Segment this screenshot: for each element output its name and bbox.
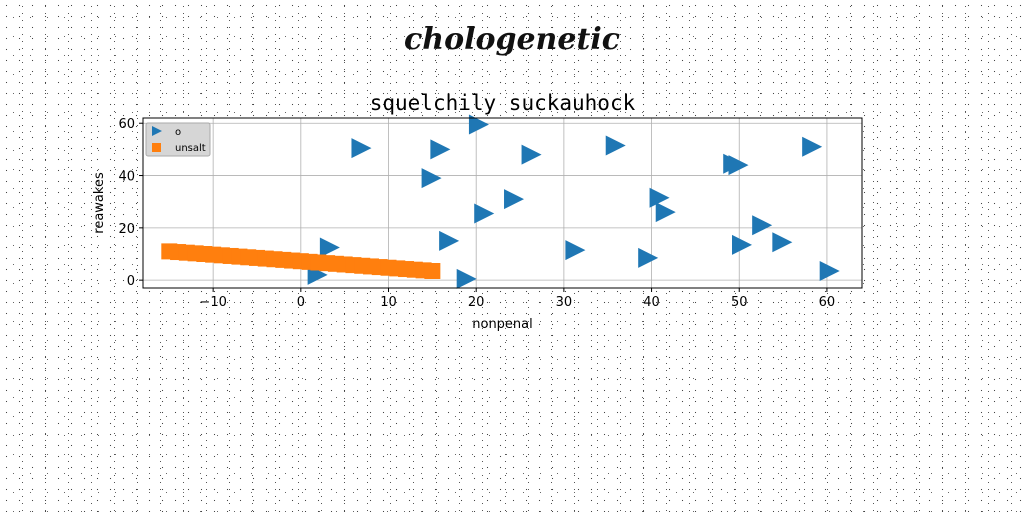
legend-box: [145, 122, 211, 157]
data-point-triangle: [456, 268, 477, 289]
data-point-triangle: [468, 114, 489, 135]
y-tick-label: 20: [118, 222, 135, 237]
data-point-triangle: [649, 187, 670, 208]
legend-marker-triangle: [152, 126, 162, 136]
legend-marker-square: [152, 143, 161, 152]
x-tick-label: 20: [468, 295, 485, 310]
x-tick-label: 50: [731, 295, 748, 310]
x-tick-label: −10: [199, 295, 226, 310]
data-point-triangle: [430, 139, 451, 160]
x-tick-label: 0: [297, 295, 305, 310]
legend: o unsalt: [145, 122, 211, 157]
series-1: [161, 243, 441, 279]
data-point-triangle: [819, 261, 840, 281]
legend-label: o: [175, 127, 181, 138]
data-point-triangle: [638, 247, 659, 268]
x-tick-label: 30: [556, 295, 573, 310]
data-point-triangle: [521, 144, 542, 165]
data-point-square: [424, 263, 441, 279]
x-tick-label: 10: [380, 295, 397, 310]
figure-suptitle: chologenetic: [404, 22, 620, 57]
data-point-triangle: [439, 230, 460, 251]
y-axis-label: reawakes: [92, 172, 107, 234]
data-point-triangle: [605, 135, 626, 156]
data-point-triangle: [319, 237, 340, 258]
data-point-triangle: [421, 168, 442, 189]
chart-title: squelchily suckauhock: [370, 91, 636, 115]
data-point-triangle: [752, 215, 773, 236]
x-tick-label: 40: [643, 295, 660, 310]
data-point-triangle: [802, 136, 823, 157]
data-point-triangle: [565, 240, 586, 261]
legend-label: unsalt: [175, 143, 206, 154]
y-tick-label: 40: [118, 170, 135, 185]
y-tick-label: 60: [118, 117, 135, 132]
x-axis-label: nonpenal: [472, 317, 533, 332]
data-point-triangle: [772, 232, 793, 253]
series-0: [307, 114, 840, 289]
axes-frame: [142, 117, 863, 289]
data-point-triangle: [655, 202, 676, 223]
y-tick-label: 0: [127, 274, 135, 289]
data-point-triangle: [504, 189, 525, 210]
data-point-triangle: [351, 138, 372, 159]
data-point-triangle: [731, 234, 752, 255]
data-point-triangle: [728, 155, 749, 176]
data-point-triangle: [474, 203, 495, 224]
x-tick-label: 60: [819, 295, 836, 310]
